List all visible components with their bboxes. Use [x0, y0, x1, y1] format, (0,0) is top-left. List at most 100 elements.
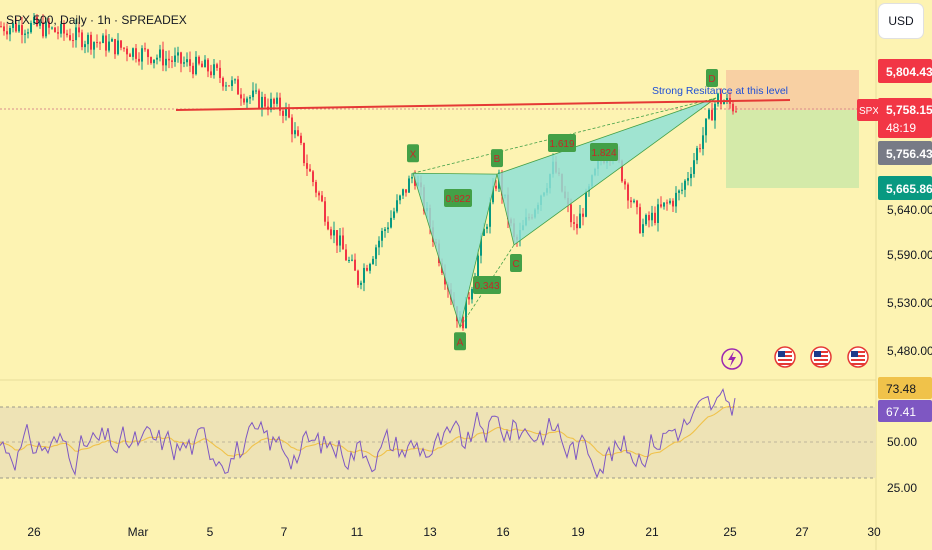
candle-body: [195, 56, 197, 75]
candle-body: [99, 42, 101, 44]
x-tick-label: 16: [496, 525, 510, 539]
price-badge-current[interactable]: [878, 98, 932, 138]
candle-body: [663, 202, 665, 207]
candle-body: [120, 40, 122, 48]
candle-body: [576, 223, 578, 229]
candle-body: [405, 189, 407, 193]
x-tick-label: 21: [645, 525, 659, 539]
pattern-point-b-badge[interactable]: [491, 149, 503, 168]
candle-body: [63, 23, 65, 34]
candle-body: [204, 59, 206, 68]
candle-body: [402, 189, 404, 196]
candle-body: [36, 16, 38, 26]
candle-body: [720, 93, 722, 105]
pattern-triangle-xab[interactable]: [412, 172, 498, 329]
ratio-badge[interactable]: [444, 189, 472, 207]
candle-body: [339, 235, 341, 246]
candle-body: [171, 60, 173, 62]
lightning-icon[interactable]: [721, 348, 743, 370]
candle-body: [684, 180, 686, 190]
candle-body: [711, 109, 713, 121]
candle-body: [735, 111, 737, 113]
candle-body: [570, 204, 572, 223]
candle-body: [93, 42, 95, 50]
candle-body: [207, 59, 209, 72]
resistance-line[interactable]: [175, 99, 791, 111]
candle-body: [141, 48, 143, 62]
x-tick-label: 13: [423, 525, 437, 539]
candle-body: [276, 97, 278, 104]
candle-body: [126, 48, 128, 55]
price-badge-entry[interactable]: [878, 141, 932, 165]
pattern-point-x-badge[interactable]: [407, 144, 419, 163]
ratio-label: 1.619: [549, 139, 574, 150]
candle-body: [165, 58, 167, 66]
price-badge-target[interactable]: [878, 59, 932, 83]
candle-body: [342, 235, 344, 250]
harmonic-pattern[interactable]: [412, 97, 717, 329]
pattern-ac-line: [459, 244, 515, 328]
rsi-value-badge[interactable]: [878, 400, 932, 422]
candle-body: [72, 40, 74, 42]
symbol-tag[interactable]: [857, 99, 879, 121]
candle-body: [273, 98, 275, 104]
candle-body: [393, 211, 395, 218]
candle-body: [81, 32, 83, 48]
candle-body: [480, 235, 482, 256]
candle-body: [318, 192, 320, 196]
candle-body: [573, 222, 575, 224]
pattern-point-b-label: B: [494, 154, 501, 165]
candle-body: [471, 289, 473, 300]
candle-body: [282, 110, 284, 116]
ratio-badge[interactable]: [473, 276, 501, 294]
candle-body: [639, 207, 641, 233]
candle-body: [411, 177, 413, 179]
us-flag-icon[interactable]: [810, 346, 832, 368]
candlestick-series: [0, 13, 737, 331]
candle-body: [78, 27, 80, 33]
rsi-ma-badge[interactable]: [878, 377, 932, 399]
candle-body: [354, 259, 356, 271]
price-badge-stop[interactable]: [878, 176, 932, 200]
rsi-y-tick-label: 25.00: [887, 481, 917, 495]
candle-body: [672, 200, 674, 207]
candle-body: [669, 200, 671, 204]
us-flag-icon[interactable]: [774, 346, 796, 368]
ratio-badge[interactable]: [590, 143, 618, 161]
ratio-badge[interactable]: [548, 134, 576, 152]
candle-body: [27, 32, 29, 34]
candle-body: [258, 90, 260, 109]
candle-body: [174, 55, 176, 62]
candle-body: [108, 41, 110, 51]
position-risk-zone[interactable]: [726, 70, 859, 110]
candle-body: [75, 27, 77, 41]
pattern-point-c-badge[interactable]: [510, 254, 522, 272]
price-badge-target-text: 5,804.43: [886, 65, 932, 79]
price-badge-entry-text: 5,756.43: [886, 147, 932, 161]
chart-title: SPX 500, Daily · 1h · SPREADEX: [6, 13, 187, 27]
candle-body: [24, 33, 26, 35]
candle-body: [294, 130, 296, 135]
candle-body: [243, 98, 245, 103]
event-icons: [721, 346, 869, 370]
currency-button[interactable]: USD: [879, 4, 923, 38]
candle-body: [123, 47, 125, 49]
candle-body: [675, 192, 677, 207]
us-flag-icon[interactable]: [847, 346, 869, 368]
pattern-point-d-badge[interactable]: [706, 69, 718, 87]
candle-body: [279, 97, 281, 111]
candle-body: [288, 107, 290, 118]
resistance-annotation[interactable]: Strong Resitance at this level: [652, 85, 788, 97]
candle-body: [192, 65, 194, 75]
candle-body: [129, 54, 131, 57]
position-reward-zone[interactable]: [726, 110, 859, 188]
candle-body: [303, 142, 305, 164]
ratio-label: 0.822: [445, 194, 470, 205]
symbol-tag-text: SPX: [859, 106, 879, 117]
candle-body: [0, 26, 2, 28]
candle-body: [381, 230, 383, 241]
candle-body: [327, 221, 329, 230]
x-tick-label: 11: [351, 525, 364, 539]
pattern-triangle-bcd[interactable]: [496, 97, 717, 246]
pattern-point-a-badge[interactable]: [454, 332, 466, 351]
